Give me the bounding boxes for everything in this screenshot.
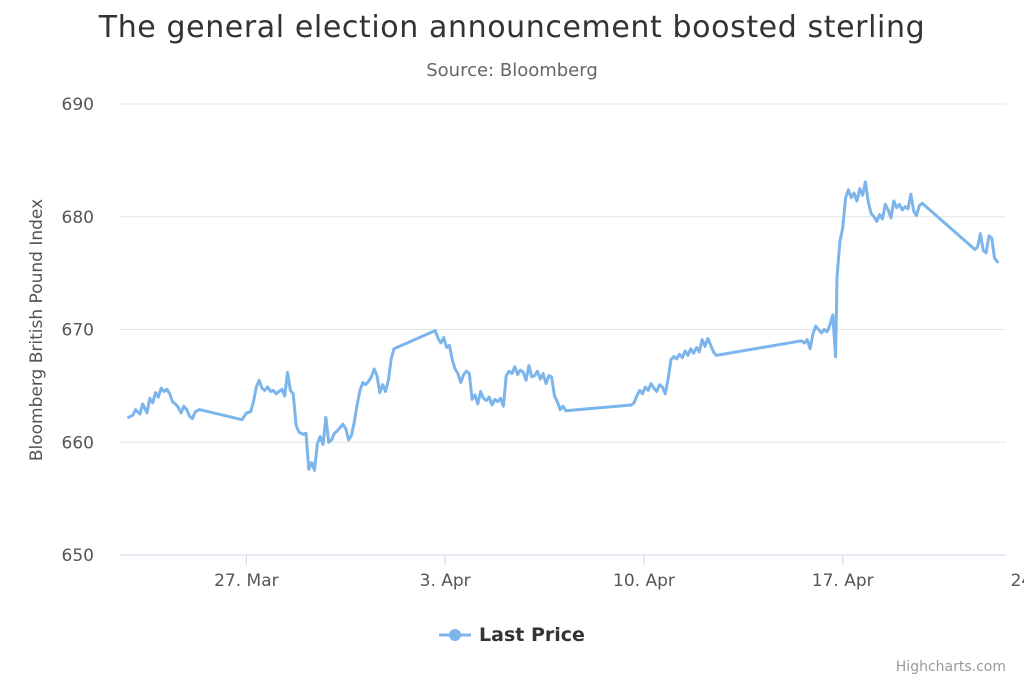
chart-title: The general election announcement booste…: [98, 10, 926, 45]
y-tick-label-670: 670: [62, 321, 94, 341]
y-gridlines: [120, 103, 1006, 443]
y-tick-label-660: 660: [62, 433, 94, 453]
legend-line-symbol-icon: [439, 629, 472, 641]
x-tick-label-4: 24. Apr: [1011, 571, 1024, 591]
x-tick-label-2: 10. Apr: [613, 571, 675, 591]
x-axis-ticks: 27. Mar 3. Apr 10. Apr 17. Apr 24. Apr: [214, 555, 1024, 591]
legend[interactable]: Last Price: [0, 624, 1024, 646]
chart-subtitle: Source: Bloomberg: [426, 60, 598, 81]
y-tick-label-690: 690: [62, 95, 94, 115]
y-tick-label-650: 650: [62, 546, 94, 566]
y-axis-label: Bloomberg British Pound Index: [27, 199, 47, 461]
series-group: [127, 180, 999, 472]
legend-item-last-price[interactable]: Last Price: [479, 624, 585, 646]
x-tick-label-3: 17. Apr: [812, 571, 874, 591]
series-line-0[interactable]: [127, 180, 999, 472]
y-tick-label-680: 680: [62, 208, 94, 228]
x-tick-label-0: 27. Mar: [214, 571, 279, 591]
x-tick-label-1: 3. Apr: [420, 571, 471, 591]
y-axis-ticks: 650 660 670 680 690: [62, 95, 94, 566]
credits-link[interactable]: Highcharts.com: [895, 659, 1006, 675]
